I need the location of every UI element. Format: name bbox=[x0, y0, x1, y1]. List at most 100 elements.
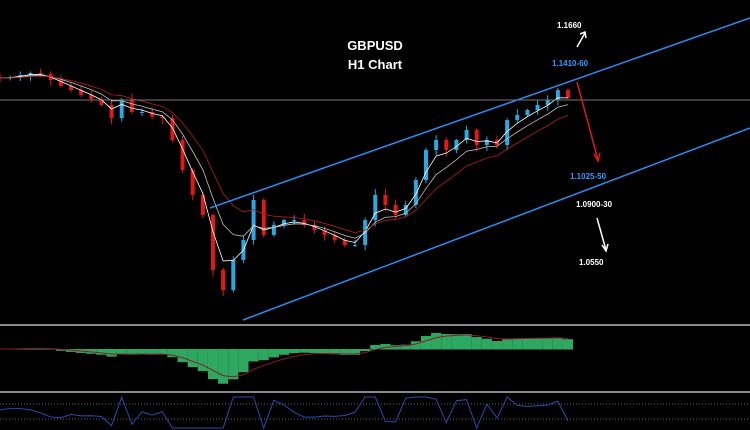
candle-body bbox=[464, 129, 469, 140]
macd-histogram-bar bbox=[207, 349, 219, 380]
macd-histogram-bar bbox=[370, 344, 381, 350]
macd-histogram-bar bbox=[502, 339, 513, 350]
candle-body bbox=[28, 73, 33, 75]
candle-body bbox=[99, 99, 104, 105]
candle-body bbox=[342, 239, 347, 246]
annotation-2: 1.1410-60 bbox=[552, 59, 589, 68]
macd-histogram-bar bbox=[116, 349, 127, 355]
macd-histogram-bar bbox=[126, 349, 137, 355]
candle-body bbox=[231, 259, 236, 291]
macd-histogram-bar bbox=[431, 332, 442, 350]
macd-histogram-bar bbox=[441, 333, 452, 350]
macd-histogram-bar bbox=[319, 349, 330, 354]
candle-body bbox=[261, 199, 266, 235]
macd-histogram-bar bbox=[390, 345, 401, 350]
macd-histogram-bar bbox=[248, 349, 259, 362]
moving-average-line bbox=[0, 73, 569, 262]
candle-body bbox=[0, 76, 2, 79]
chart-timeframe: H1 Chart bbox=[347, 57, 403, 72]
candle-body bbox=[211, 215, 215, 270]
candle-body bbox=[271, 224, 276, 235]
macd-histogram-bar bbox=[491, 341, 503, 350]
candle-body bbox=[474, 129, 479, 146]
candle-body bbox=[119, 99, 124, 119]
macd-histogram-bar bbox=[400, 344, 411, 350]
macd-histogram-bar bbox=[339, 349, 350, 355]
moving-average-line bbox=[0, 75, 569, 233]
candles bbox=[0, 68, 570, 297]
candle-body bbox=[322, 229, 327, 235]
candle-body bbox=[353, 245, 357, 247]
candle-body bbox=[332, 234, 337, 240]
panel-divider-2[interactable] bbox=[0, 391, 750, 393]
candle-body bbox=[170, 118, 175, 140]
macd-histogram-bar bbox=[258, 349, 269, 361]
candle-body bbox=[545, 99, 550, 105]
candle-body bbox=[292, 220, 297, 222]
macd-histogram-bar bbox=[380, 343, 391, 350]
candle-body bbox=[129, 99, 134, 112]
annotation-3: 1.1025-50 bbox=[570, 172, 607, 181]
macd-histogram-bar bbox=[106, 349, 117, 357]
macd-histogram-bar bbox=[55, 349, 66, 351]
channel-lower-line bbox=[242, 127, 750, 321]
moving-average-line bbox=[0, 74, 569, 239]
arrow-down-white-icon bbox=[596, 217, 609, 253]
candle-body bbox=[109, 104, 114, 119]
candle-body bbox=[69, 85, 73, 91]
panel-divider-1[interactable] bbox=[0, 324, 750, 326]
moving-averages bbox=[0, 73, 569, 262]
candle-body bbox=[383, 194, 388, 205]
candle-body bbox=[454, 139, 459, 151]
macd-histogram-bar bbox=[471, 337, 482, 350]
macd-histogram-bar bbox=[167, 349, 178, 358]
macd-histogram-bar bbox=[45, 349, 56, 350]
candle-body bbox=[484, 139, 489, 146]
macd-histogram-bar bbox=[451, 334, 462, 350]
candle-body bbox=[505, 120, 510, 146]
candle-body bbox=[302, 220, 307, 225]
macd-histogram-bar bbox=[96, 349, 107, 355]
candle-body bbox=[251, 199, 256, 240]
candle-body bbox=[413, 180, 418, 205]
macd-histogram-bar bbox=[147, 349, 158, 355]
macd-panel bbox=[0, 332, 574, 384]
annotation-1: 1.1660 bbox=[557, 21, 582, 30]
macd-histogram-bar bbox=[552, 337, 563, 350]
macd-histogram-bar bbox=[238, 349, 249, 373]
macd-histogram-bar bbox=[542, 337, 553, 350]
annotation-5: 1.0550 bbox=[579, 258, 604, 267]
annotation-4: 1.0900-30 bbox=[576, 200, 613, 209]
macd-histogram-bar bbox=[349, 349, 361, 355]
candle-body bbox=[373, 194, 378, 221]
macd-histogram-bar bbox=[228, 349, 239, 380]
macd-histogram-bar bbox=[420, 335, 432, 350]
candle-body bbox=[555, 90, 560, 100]
candle-body bbox=[282, 220, 286, 225]
macd-histogram-bar bbox=[218, 349, 229, 384]
macd-histogram-bar bbox=[481, 338, 492, 350]
candle-body bbox=[200, 194, 205, 216]
candle-body bbox=[525, 110, 530, 116]
macd-histogram-bar bbox=[309, 349, 320, 353]
candle-body bbox=[312, 224, 317, 230]
macd-histogram-bar bbox=[289, 349, 300, 354]
macd-histogram-bar bbox=[278, 349, 290, 355]
candle-body bbox=[393, 204, 398, 216]
rsi-panel bbox=[0, 395, 569, 430]
candle-body bbox=[221, 269, 226, 291]
candle-body bbox=[38, 73, 43, 75]
macd-histogram-bar bbox=[136, 349, 148, 355]
candle-body bbox=[444, 139, 449, 151]
candle-body bbox=[434, 139, 439, 151]
macd-histogram-bar bbox=[410, 341, 421, 350]
macd-histogram-bar bbox=[197, 349, 208, 372]
candle-body bbox=[566, 90, 570, 98]
candle-body bbox=[89, 94, 94, 100]
macd-histogram-bar bbox=[512, 338, 523, 350]
candle-body bbox=[190, 169, 195, 195]
macd-histogram-bar bbox=[461, 333, 472, 350]
candle-body bbox=[160, 116, 165, 119]
macd-histogram-bar bbox=[86, 349, 97, 354]
